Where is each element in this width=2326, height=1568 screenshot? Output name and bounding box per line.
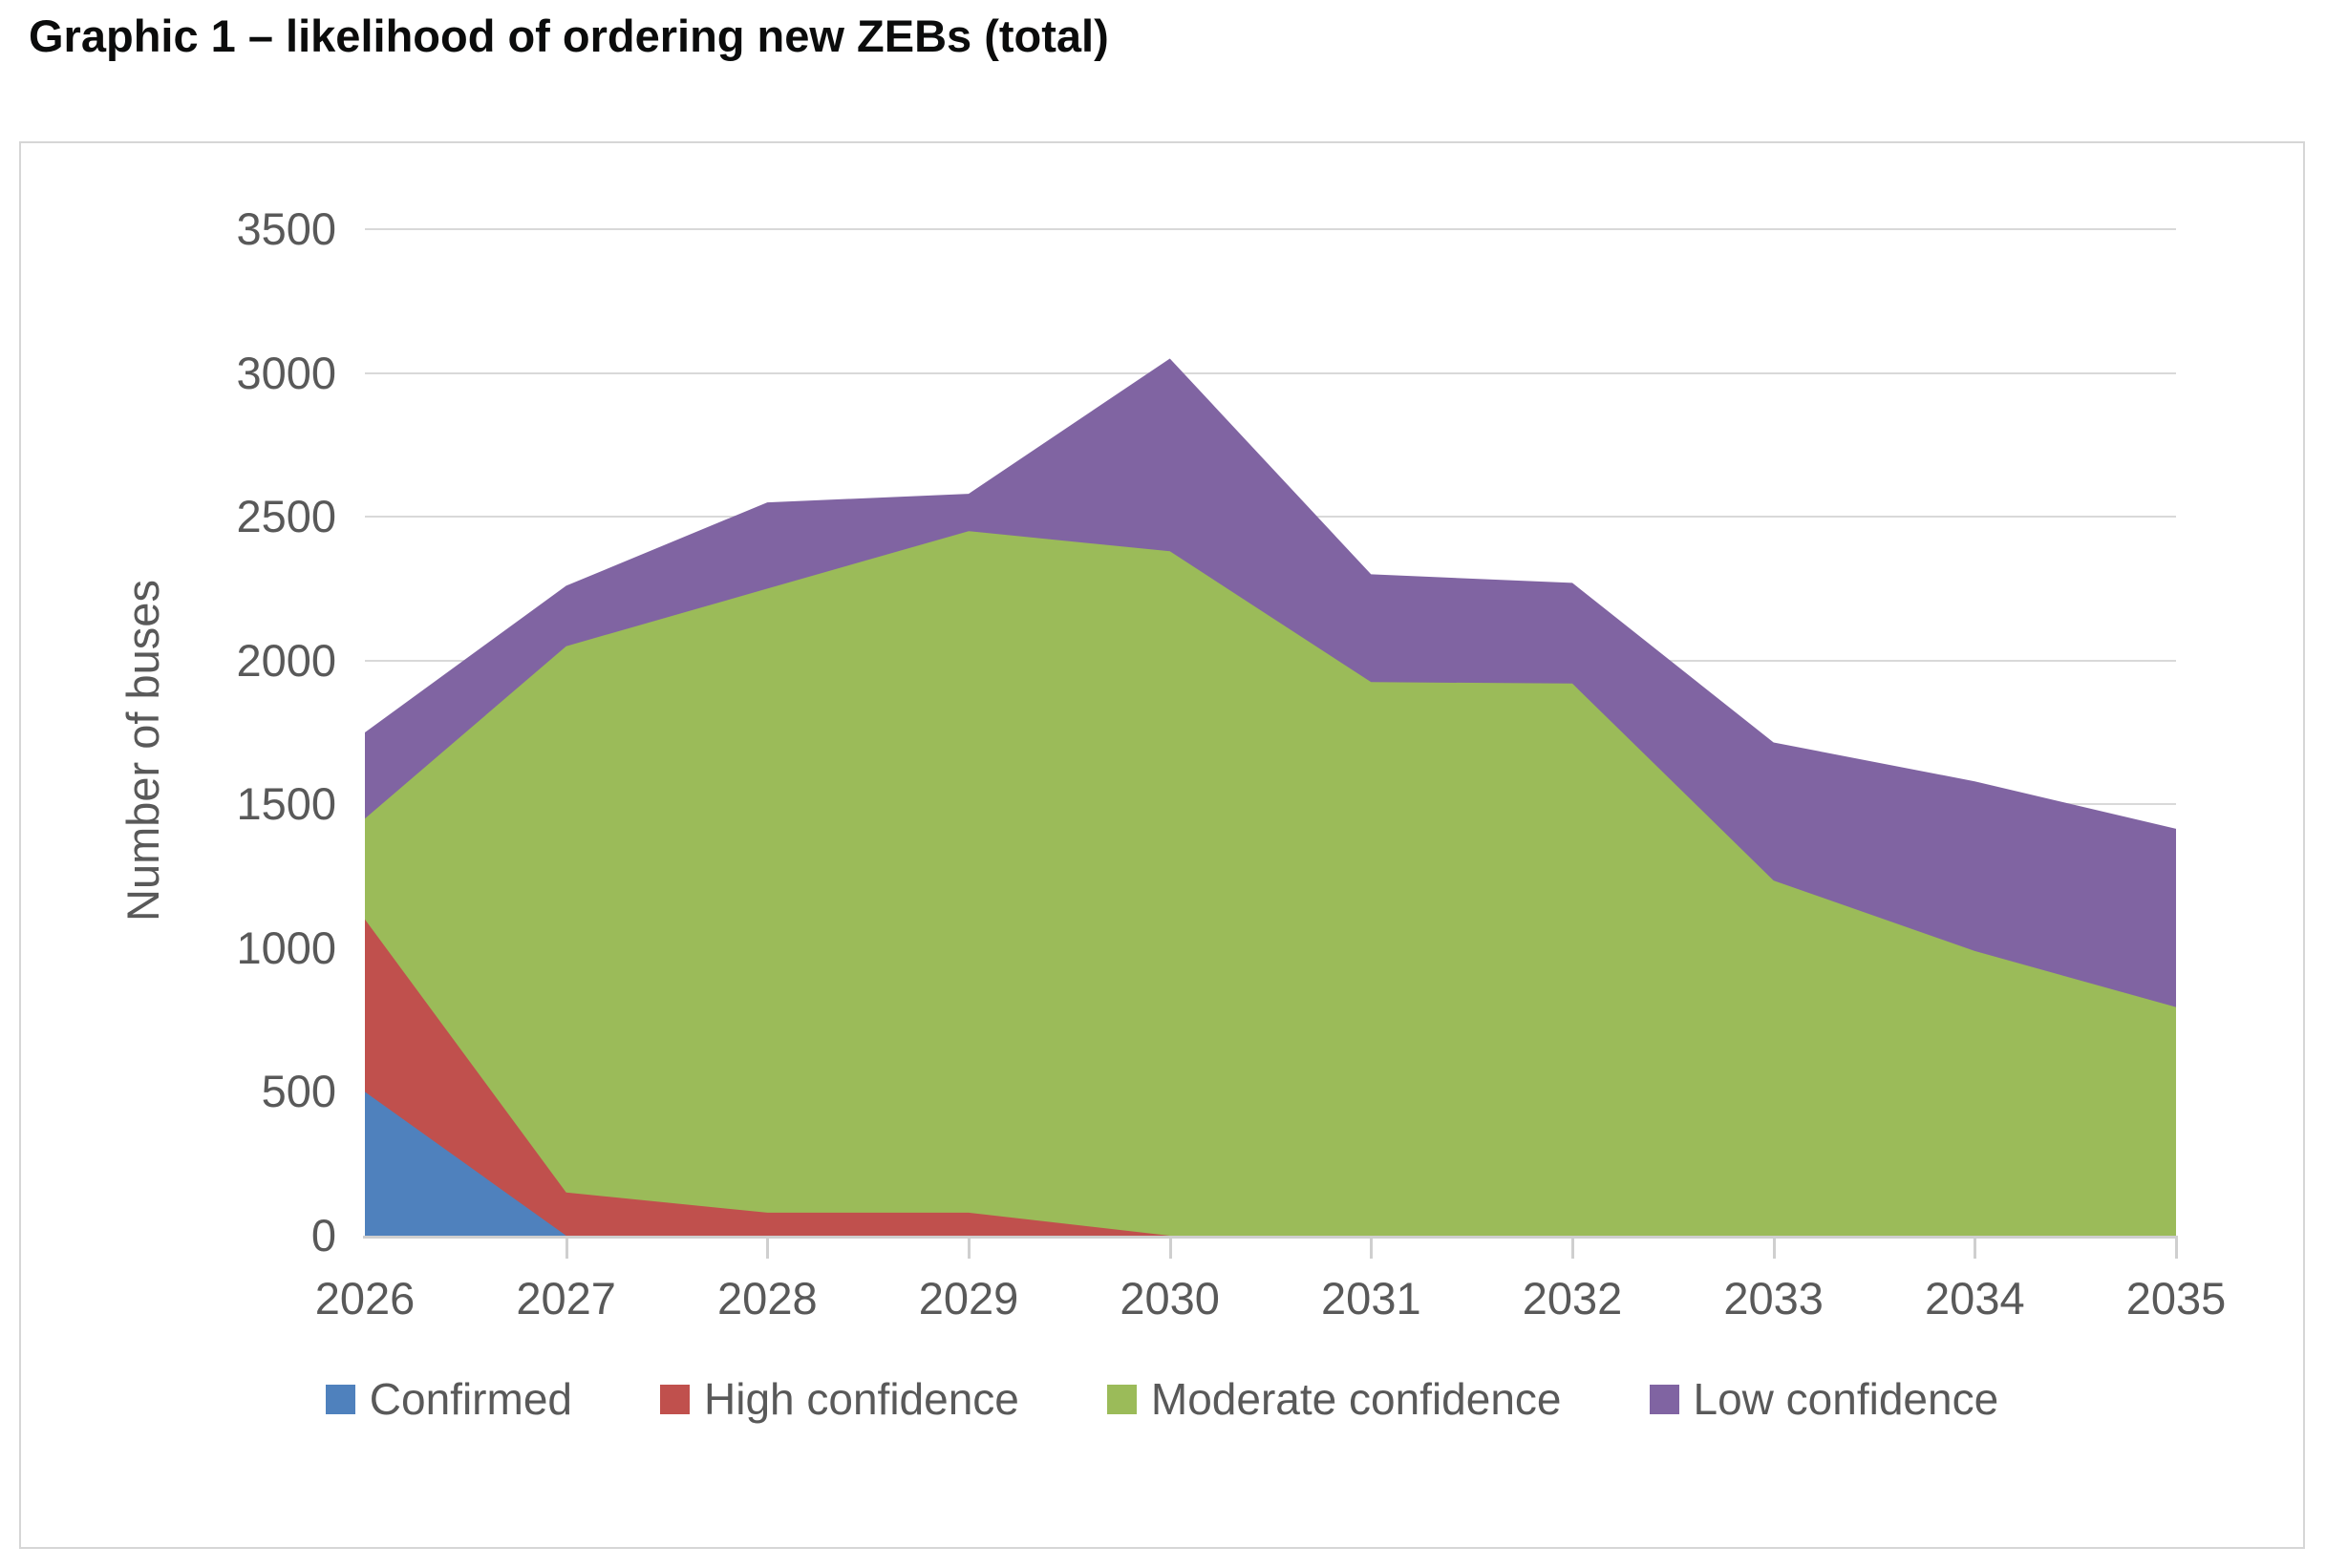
area-series-high-confidence [365,919,2176,1236]
legend: Confirmed High confidence Moderate confide… [21,1373,2303,1425]
legend-swatch-icon [1649,1384,1679,1414]
x-tick-label-2030: 2030 [1120,1273,1220,1324]
x-tick-label-2031: 2031 [1321,1273,1421,1324]
legend-label: Low confidence [1693,1374,1999,1424]
legend-item-moderate-confidence: Moderate confidence [1106,1373,1562,1425]
area-series-confirmed [365,1091,2176,1236]
area-series-moderate-confidence [365,531,2176,1236]
x-tick-2031 [1370,1236,1374,1259]
legend-item-low-confidence: Low confidence [1649,1373,1999,1425]
legend-swatch-icon [325,1384,355,1414]
legend-label: Moderate confidence [1150,1374,1562,1424]
x-tick-label-2034: 2034 [1925,1273,2025,1324]
y-tick-label-3500: 3500 [236,203,336,254]
gridline-3500 [365,228,2176,230]
x-tick-label-2032: 2032 [1522,1273,1623,1324]
legend-swatch-icon [1106,1384,1137,1414]
legend-item-confirmed: Confirmed [325,1373,572,1425]
legend-swatch-icon [660,1384,690,1414]
y-tick-label-2500: 2500 [236,491,336,542]
x-tick-2034 [1974,1236,1977,1259]
stacked-area-chart [365,358,2176,1236]
x-tick-2028 [766,1236,770,1259]
x-tick-2027 [565,1236,568,1259]
y-tick-label-2000: 2000 [236,634,336,686]
y-tick-label-1000: 1000 [236,922,336,973]
x-tick-2030 [1168,1236,1172,1259]
x-tick-2029 [968,1236,971,1259]
y-tick-label-0: 0 [310,1210,336,1261]
x-tick-2035 [2175,1236,2178,1259]
chart-frame: Number of buses 0 500 1000 1500 2000 2500 3000… [19,141,2305,1549]
x-axis-line [363,1236,2178,1239]
x-tick-label-2035: 2035 [2125,1273,2227,1324]
gridline-3000 [365,371,2176,374]
y-tick-label-1500: 1500 [236,778,336,830]
plot-area [365,229,2176,1236]
x-tick-label-2027: 2027 [516,1273,616,1324]
y-tick-label-500: 500 [261,1066,336,1117]
x-tick-label-2033: 2033 [1723,1273,1824,1324]
page-title: Graphic 1 – likelihood of ordering new Z… [29,11,1109,61]
x-tick-2032 [1571,1236,1574,1259]
legend-label: Confirmed [369,1374,572,1424]
legend-label: High confidence [704,1374,1019,1424]
legend-item-high-confidence: High confidence [660,1373,1019,1425]
x-tick-label-2028: 2028 [717,1273,818,1324]
y-tick-label-3000: 3000 [236,347,336,398]
x-tick-label-2029: 2029 [918,1273,1019,1324]
x-tick-2033 [1772,1236,1776,1259]
x-tick-label-2026: 2026 [314,1273,416,1324]
